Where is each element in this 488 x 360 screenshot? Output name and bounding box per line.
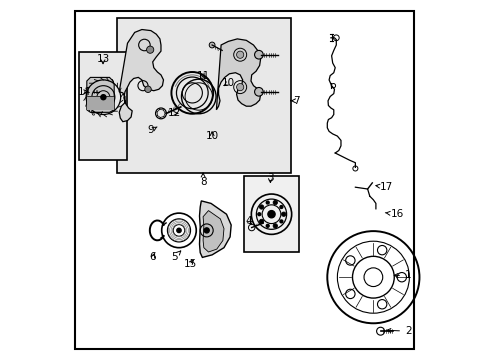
Circle shape [260,220,263,223]
Text: 14: 14 [78,87,91,97]
Text: 4: 4 [245,216,252,226]
Circle shape [282,213,285,216]
Circle shape [257,213,260,216]
Polygon shape [216,39,260,110]
Polygon shape [203,211,224,252]
Circle shape [204,228,209,233]
Polygon shape [199,201,231,257]
Circle shape [146,46,153,53]
Text: 6: 6 [149,252,156,262]
Circle shape [266,201,268,204]
Text: 7: 7 [290,96,300,106]
Text: 9: 9 [147,125,157,135]
Circle shape [236,84,244,91]
Circle shape [267,211,275,218]
Text: 13: 13 [96,54,109,64]
Circle shape [266,224,268,227]
Text: 10: 10 [221,78,234,88]
Text: 3: 3 [266,173,273,183]
Circle shape [260,206,263,208]
Circle shape [209,42,215,48]
Text: 17: 17 [375,182,392,192]
Circle shape [254,50,263,59]
Text: 2: 2 [386,326,411,336]
Text: 15: 15 [183,258,197,269]
Circle shape [280,220,282,223]
Bar [79,52,127,160]
Text: 5: 5 [171,251,181,262]
Text: 11: 11 [196,71,209,81]
Text: 12: 12 [167,108,181,118]
Circle shape [254,87,263,96]
Circle shape [273,224,276,227]
Circle shape [144,86,151,93]
Circle shape [280,206,282,208]
Polygon shape [119,30,163,122]
Text: 10: 10 [205,131,218,141]
Bar [244,176,298,252]
Circle shape [236,51,244,58]
Polygon shape [87,77,114,112]
Text: 8: 8 [200,173,206,187]
Circle shape [177,228,181,233]
Bar [117,18,291,173]
Circle shape [101,95,106,100]
Text: 16: 16 [385,209,403,219]
Bar [87,96,114,110]
Text: 1: 1 [393,270,411,280]
Circle shape [273,201,276,204]
